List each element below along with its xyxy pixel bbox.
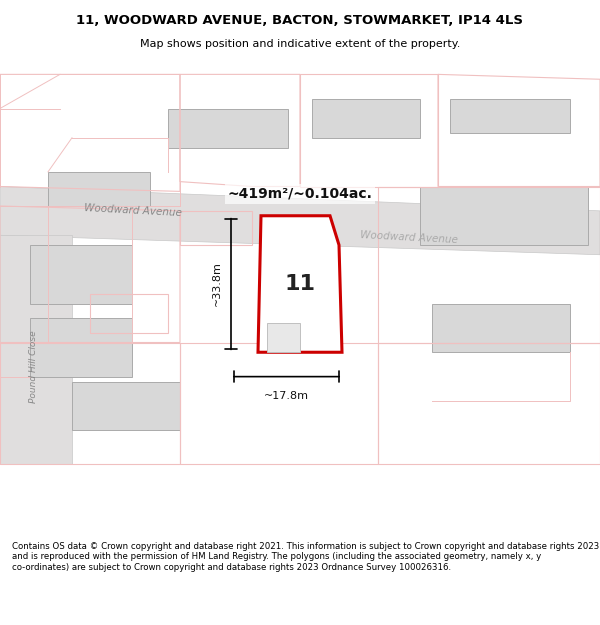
- Text: Woodward Avenue: Woodward Avenue: [360, 230, 458, 245]
- Polygon shape: [30, 318, 132, 377]
- Polygon shape: [420, 186, 588, 245]
- Text: Pound Hill Close: Pound Hill Close: [29, 331, 37, 403]
- Text: ~33.8m: ~33.8m: [212, 261, 222, 306]
- Text: ~419m²/~0.104ac.: ~419m²/~0.104ac.: [227, 187, 373, 201]
- Polygon shape: [168, 109, 288, 148]
- Polygon shape: [0, 186, 600, 255]
- Polygon shape: [30, 245, 132, 304]
- Text: Map shows position and indicative extent of the property.: Map shows position and indicative extent…: [140, 39, 460, 49]
- Polygon shape: [432, 304, 570, 352]
- Polygon shape: [258, 216, 342, 352]
- Polygon shape: [48, 172, 150, 206]
- Polygon shape: [0, 235, 72, 464]
- Polygon shape: [312, 99, 420, 138]
- Polygon shape: [72, 381, 180, 430]
- Text: ~17.8m: ~17.8m: [264, 391, 309, 401]
- Polygon shape: [267, 323, 300, 352]
- Text: 11: 11: [284, 274, 316, 294]
- Text: Woodward Avenue: Woodward Avenue: [84, 203, 182, 218]
- Polygon shape: [450, 99, 570, 133]
- Text: 11, WOODWARD AVENUE, BACTON, STOWMARKET, IP14 4LS: 11, WOODWARD AVENUE, BACTON, STOWMARKET,…: [77, 14, 523, 27]
- Text: Contains OS data © Crown copyright and database right 2021. This information is : Contains OS data © Crown copyright and d…: [12, 542, 599, 572]
